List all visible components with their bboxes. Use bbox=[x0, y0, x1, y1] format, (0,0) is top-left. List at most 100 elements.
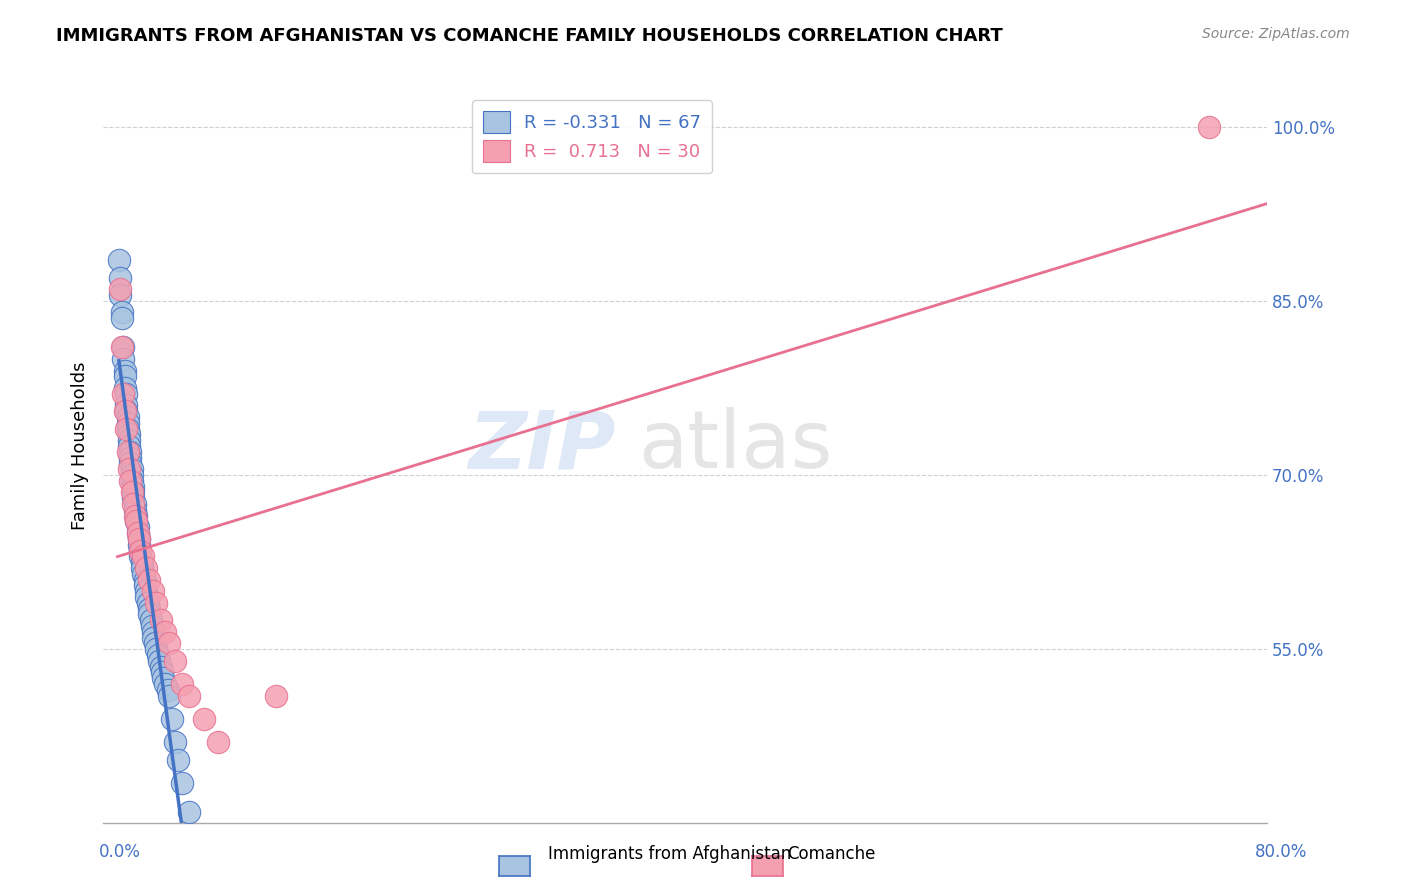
Text: ZIP: ZIP bbox=[468, 407, 616, 485]
Point bbox=[110, 288, 132, 302]
Point bbox=[122, 497, 145, 511]
Point bbox=[118, 439, 141, 453]
Point bbox=[153, 624, 176, 639]
Point bbox=[163, 654, 186, 668]
Point bbox=[129, 543, 152, 558]
Point bbox=[122, 480, 145, 494]
Point bbox=[127, 526, 149, 541]
Point bbox=[157, 689, 180, 703]
Point bbox=[128, 538, 150, 552]
Point bbox=[145, 642, 167, 657]
Point bbox=[120, 445, 142, 459]
Point bbox=[142, 584, 165, 599]
Point bbox=[124, 503, 146, 517]
Point bbox=[122, 491, 145, 506]
Point bbox=[129, 543, 152, 558]
Point bbox=[114, 363, 136, 377]
Point bbox=[166, 753, 188, 767]
Text: Immigrants from Afghanistan: Immigrants from Afghanistan bbox=[548, 846, 792, 863]
Point bbox=[114, 369, 136, 384]
Text: 0.0%: 0.0% bbox=[98, 843, 141, 861]
Point bbox=[112, 386, 135, 401]
Point bbox=[117, 416, 139, 430]
Point bbox=[172, 776, 194, 790]
Point bbox=[111, 311, 134, 326]
Text: 80.0%: 80.0% bbox=[1256, 843, 1308, 861]
Point bbox=[193, 712, 215, 726]
Point bbox=[134, 573, 156, 587]
Point bbox=[142, 624, 165, 639]
Point bbox=[149, 659, 172, 673]
Point bbox=[135, 584, 157, 599]
Point bbox=[179, 689, 201, 703]
Point bbox=[120, 450, 142, 465]
Point bbox=[124, 508, 146, 523]
Point bbox=[146, 648, 169, 662]
Point bbox=[108, 253, 131, 268]
Text: Source: ZipAtlas.com: Source: ZipAtlas.com bbox=[1202, 27, 1350, 41]
Point bbox=[132, 566, 155, 581]
Point bbox=[121, 468, 143, 483]
Point bbox=[127, 526, 149, 541]
Point bbox=[172, 677, 194, 691]
Point bbox=[117, 421, 139, 435]
Point bbox=[121, 462, 143, 476]
Point bbox=[112, 340, 135, 354]
Point bbox=[207, 735, 229, 749]
Legend: R = -0.331   N = 67, R =  0.713   N = 30: R = -0.331 N = 67, R = 0.713 N = 30 bbox=[472, 100, 711, 173]
Point bbox=[134, 578, 156, 592]
Point bbox=[129, 549, 152, 564]
Point bbox=[128, 532, 150, 546]
Point bbox=[125, 515, 148, 529]
Point bbox=[152, 671, 174, 685]
Text: atlas: atlas bbox=[638, 407, 832, 485]
Point bbox=[125, 515, 148, 529]
Point bbox=[114, 381, 136, 395]
Point bbox=[110, 270, 132, 285]
Point bbox=[1198, 120, 1220, 134]
Point bbox=[157, 636, 180, 650]
Point bbox=[114, 404, 136, 418]
Point bbox=[112, 351, 135, 366]
Point bbox=[149, 613, 172, 627]
Point bbox=[115, 404, 138, 418]
Point bbox=[138, 573, 160, 587]
Point bbox=[125, 508, 148, 523]
Point bbox=[138, 601, 160, 615]
Text: IMMIGRANTS FROM AFGHANISTAN VS COMANCHE FAMILY HOUSEHOLDS CORRELATION CHART: IMMIGRANTS FROM AFGHANISTAN VS COMANCHE … bbox=[56, 27, 1002, 45]
Point bbox=[138, 607, 160, 622]
Point bbox=[117, 409, 139, 424]
Point bbox=[111, 340, 134, 354]
Point bbox=[131, 561, 153, 575]
Point bbox=[120, 457, 142, 471]
Point bbox=[122, 485, 145, 500]
Point bbox=[142, 631, 165, 645]
Point bbox=[264, 689, 287, 703]
Point bbox=[115, 386, 138, 401]
Point bbox=[179, 805, 201, 819]
Point bbox=[127, 520, 149, 534]
Point bbox=[156, 682, 179, 697]
Point bbox=[118, 433, 141, 447]
Point bbox=[132, 549, 155, 564]
Point bbox=[110, 282, 132, 296]
Point bbox=[121, 474, 143, 488]
Point bbox=[141, 619, 163, 633]
Point bbox=[118, 462, 141, 476]
Point bbox=[135, 561, 157, 575]
Point bbox=[118, 427, 141, 442]
Point bbox=[124, 497, 146, 511]
Point bbox=[115, 398, 138, 412]
Y-axis label: Family Households: Family Households bbox=[72, 362, 89, 530]
Point bbox=[120, 474, 142, 488]
Point bbox=[121, 485, 143, 500]
Point bbox=[135, 590, 157, 604]
Point bbox=[128, 532, 150, 546]
Point bbox=[143, 636, 166, 650]
Point bbox=[117, 445, 139, 459]
Point bbox=[139, 613, 162, 627]
Point bbox=[136, 596, 159, 610]
Text: Comanche: Comanche bbox=[787, 846, 876, 863]
Point bbox=[131, 555, 153, 569]
Point bbox=[160, 712, 183, 726]
